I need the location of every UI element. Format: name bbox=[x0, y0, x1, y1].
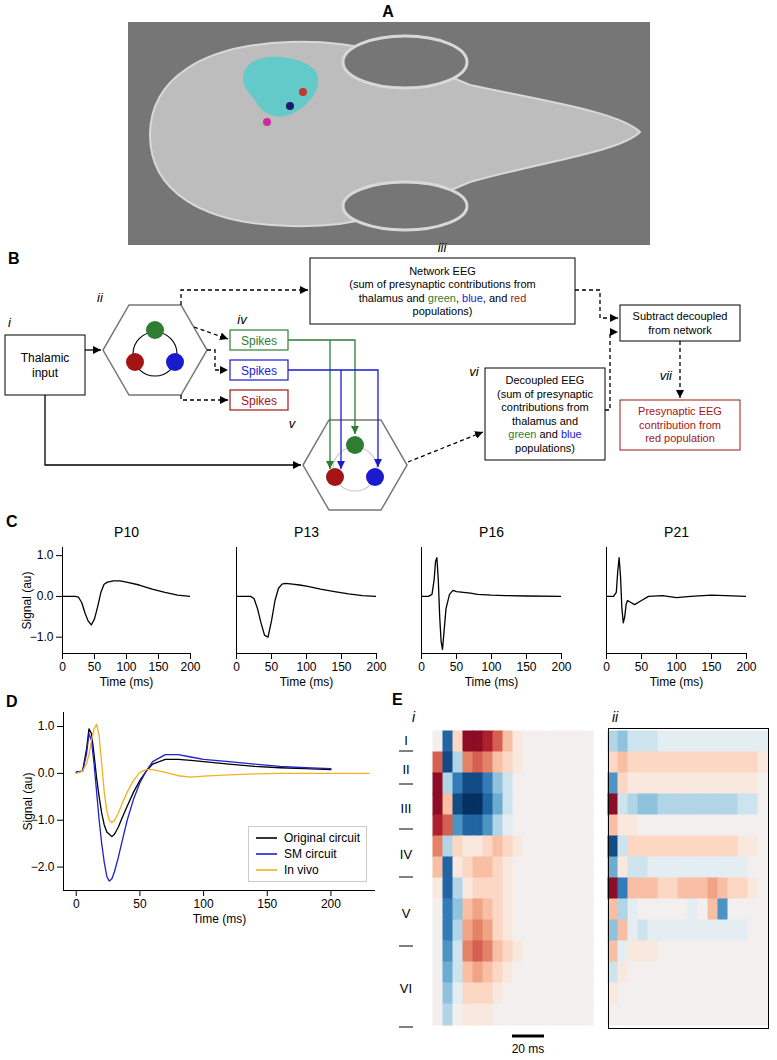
html-text:SM circuit: SM circuit bbox=[284, 847, 337, 861]
svg-text:150: 150 bbox=[257, 897, 277, 911]
svg-text:50: 50 bbox=[265, 660, 279, 674]
svg-text:VI: VI bbox=[400, 981, 412, 996]
svg-text:ii: ii bbox=[97, 290, 104, 305]
svg-text:50: 50 bbox=[133, 897, 147, 911]
svg-text:P16: P16 bbox=[479, 524, 504, 540]
html-text:In vivo: In vivo bbox=[284, 863, 319, 877]
svg-text:P21: P21 bbox=[664, 524, 689, 540]
svg-text:contributions from: contributions from bbox=[501, 401, 588, 413]
svg-text:iv: iv bbox=[237, 312, 248, 327]
svg-text:1.0: 1.0 bbox=[38, 719, 55, 733]
svg-text:−1.0: −1.0 bbox=[30, 630, 54, 644]
svg-text:A: A bbox=[382, 3, 394, 20]
svg-text:thalamus and: thalamus and bbox=[512, 415, 578, 427]
svg-text:from network: from network bbox=[648, 324, 712, 336]
svg-text:0.0: 0.0 bbox=[38, 766, 55, 780]
svg-text:P10: P10 bbox=[114, 524, 139, 540]
svg-text:20 ms: 20 ms bbox=[512, 1042, 545, 1056]
svg-text:150: 150 bbox=[701, 660, 721, 674]
svg-text:0: 0 bbox=[73, 897, 80, 911]
svg-text:Subtract decoupled: Subtract decoupled bbox=[633, 310, 728, 322]
svg-text:Thalamic: Thalamic bbox=[21, 351, 70, 365]
svg-text:P13: P13 bbox=[294, 524, 319, 540]
svg-text:i: i bbox=[8, 315, 12, 330]
svg-text:200: 200 bbox=[366, 660, 386, 674]
svg-text:Presynaptic EEG: Presynaptic EEG bbox=[638, 405, 722, 417]
svg-text:IV: IV bbox=[400, 847, 413, 862]
svg-text:Time (ms): Time (ms) bbox=[193, 912, 247, 926]
html-text:C: C bbox=[6, 513, 18, 530]
svg-text:vii: vii bbox=[660, 368, 673, 383]
svg-text:200: 200 bbox=[551, 660, 571, 674]
svg-text:0: 0 bbox=[418, 660, 425, 674]
svg-text:iii: iii bbox=[438, 240, 448, 255]
svg-text:Time (ms): Time (ms) bbox=[465, 675, 519, 689]
svg-text:0: 0 bbox=[233, 660, 240, 674]
svg-text:150: 150 bbox=[516, 660, 536, 674]
html-text:i: i bbox=[412, 709, 416, 725]
html-text:ii: ii bbox=[612, 709, 619, 725]
svg-text:200: 200 bbox=[180, 660, 200, 674]
svg-text:100: 100 bbox=[296, 660, 316, 674]
svg-text:Signal (au): Signal (au) bbox=[20, 571, 34, 629]
svg-text:(sum of presynaptic contributi: (sum of presynaptic contributions from bbox=[349, 278, 535, 290]
svg-text:input: input bbox=[32, 366, 59, 380]
svg-text:V: V bbox=[402, 906, 411, 921]
svg-text:Network EEG: Network EEG bbox=[409, 265, 476, 277]
svg-text:v: v bbox=[289, 416, 297, 431]
svg-text:B: B bbox=[8, 250, 20, 267]
svg-text:red population: red population bbox=[645, 432, 715, 444]
svg-text:Time (ms): Time (ms) bbox=[280, 675, 334, 689]
svg-text:50: 50 bbox=[450, 660, 464, 674]
svg-text:50: 50 bbox=[635, 660, 649, 674]
svg-text:−2.0: −2.0 bbox=[31, 860, 55, 874]
svg-text:III: III bbox=[401, 801, 412, 816]
html-text:E: E bbox=[392, 691, 403, 708]
svg-text:50: 50 bbox=[88, 660, 102, 674]
svg-text:Spikes: Spikes bbox=[241, 334, 277, 348]
svg-text:vi: vi bbox=[469, 364, 480, 379]
svg-text:1.0: 1.0 bbox=[37, 548, 54, 562]
svg-text:populations): populations) bbox=[413, 305, 473, 317]
svg-text:Spikes: Spikes bbox=[241, 394, 277, 408]
svg-text:200: 200 bbox=[321, 897, 341, 911]
svg-text:Decoupled EEG: Decoupled EEG bbox=[506, 374, 585, 386]
svg-text:I: I bbox=[404, 733, 408, 748]
svg-text:0: 0 bbox=[59, 660, 66, 674]
svg-text:100: 100 bbox=[666, 660, 686, 674]
svg-text:0.0: 0.0 bbox=[37, 589, 54, 603]
svg-text:100: 100 bbox=[116, 660, 136, 674]
svg-text:Time (ms): Time (ms) bbox=[100, 675, 154, 689]
svg-text:Signal (au): Signal (au) bbox=[21, 772, 35, 830]
svg-text:150: 150 bbox=[148, 660, 168, 674]
svg-text:green and blue: green and blue bbox=[508, 428, 581, 440]
svg-text:0: 0 bbox=[603, 660, 610, 674]
svg-text:Spikes: Spikes bbox=[241, 364, 277, 378]
html-text:Original circuit: Original circuit bbox=[284, 831, 360, 845]
svg-text:thalamus and green, blue, and: thalamus and green, blue, and red bbox=[359, 292, 527, 304]
svg-text:Time (ms): Time (ms) bbox=[650, 675, 704, 689]
html-text:D: D bbox=[6, 693, 18, 710]
svg-text:(sum of presynaptic: (sum of presynaptic bbox=[497, 388, 593, 400]
svg-text:contribution from: contribution from bbox=[639, 419, 721, 431]
svg-text:populations): populations) bbox=[515, 442, 575, 454]
svg-text:150: 150 bbox=[331, 660, 351, 674]
svg-text:100: 100 bbox=[481, 660, 501, 674]
svg-text:−1.0: −1.0 bbox=[30, 813, 55, 828]
svg-text:200: 200 bbox=[736, 660, 756, 674]
svg-text:100: 100 bbox=[194, 897, 214, 911]
svg-text:II: II bbox=[402, 762, 409, 777]
